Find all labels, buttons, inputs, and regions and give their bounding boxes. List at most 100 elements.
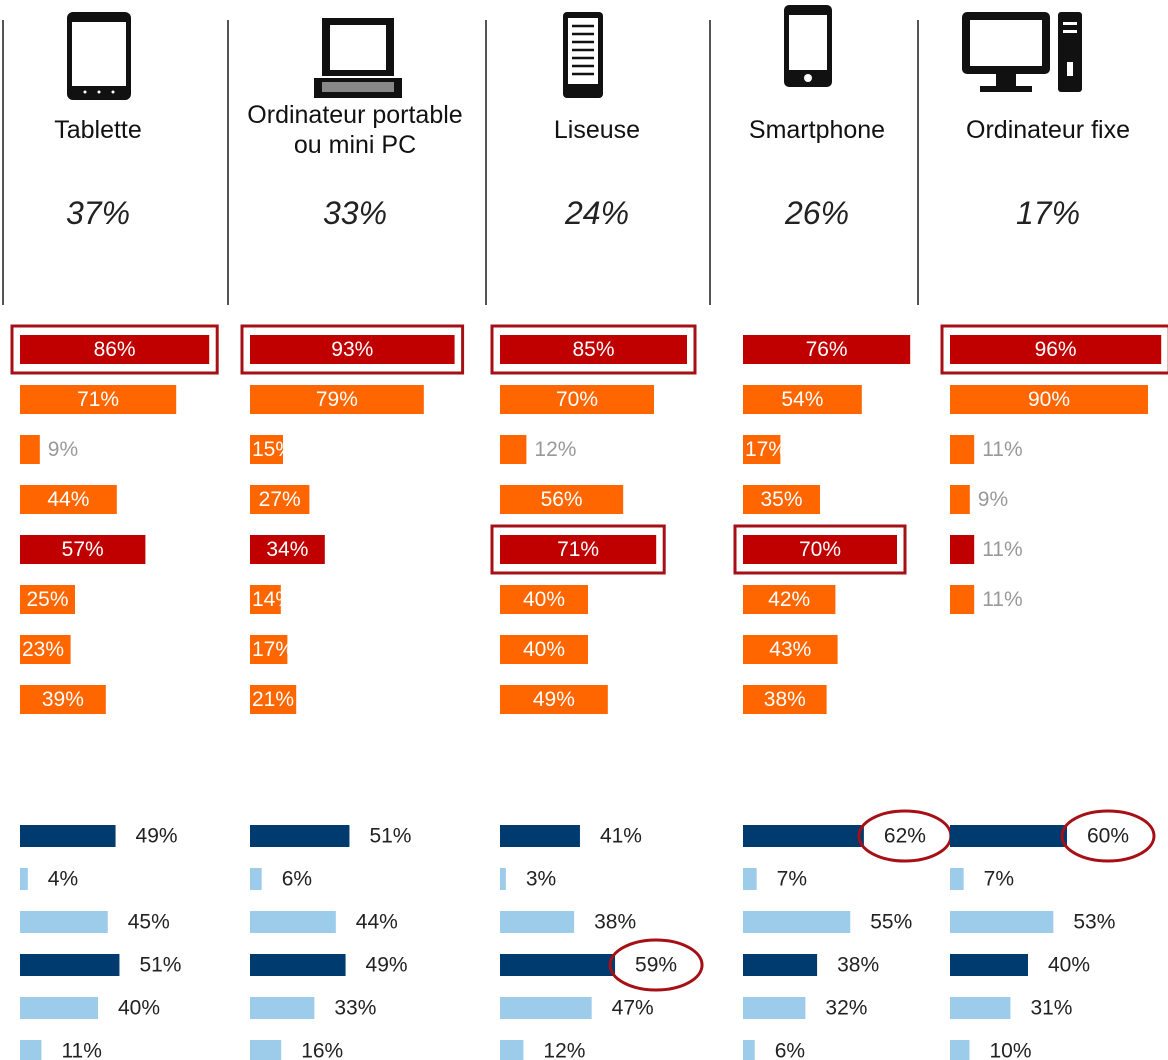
highlight-box [940, 324, 1168, 375]
value-label: 11% [982, 438, 1022, 461]
value-label: 55% [870, 911, 912, 934]
usage-bar [20, 435, 40, 464]
value-label: 56% [541, 488, 583, 511]
usage-bar [743, 1040, 755, 1060]
highlight-circle [608, 938, 704, 992]
value-label: 62% [884, 825, 926, 848]
usage-bar [743, 635, 838, 664]
icon-ereader [563, 12, 603, 98]
usage-bar [20, 635, 71, 664]
usage-bar [500, 868, 506, 890]
usage-bar [950, 825, 1067, 847]
value-label: 7% [777, 868, 807, 891]
value-label: 70% [556, 388, 598, 411]
usage-bar [250, 585, 281, 614]
value-label: 49% [136, 825, 178, 848]
device-share: 33% [322, 195, 388, 231]
usage-bar [500, 585, 588, 614]
value-label: 40% [1048, 954, 1090, 977]
highlight-circle [1060, 809, 1156, 863]
value-label: 3% [526, 868, 556, 891]
usage-bar [250, 535, 325, 564]
usage-bar [950, 1040, 970, 1060]
usage-bar [500, 485, 624, 514]
device-share: 24% [564, 195, 630, 231]
value-label: 17% [252, 638, 294, 661]
value-label: 35% [760, 488, 802, 511]
usage-bar [20, 954, 120, 976]
usage-bar [743, 485, 820, 514]
usage-bar [950, 335, 1162, 364]
usage-bar [500, 954, 616, 976]
highlight-box [490, 524, 666, 575]
usage-bar [743, 868, 757, 890]
value-label: 38% [764, 688, 806, 711]
value-label: 16% [301, 1040, 343, 1060]
usage-bar [20, 911, 108, 933]
value-label: 71% [77, 388, 119, 411]
value-label: 41% [600, 825, 642, 848]
device-label: Ordinateur fixe [966, 116, 1130, 144]
value-label: 33% [334, 997, 376, 1020]
usage-bar [250, 954, 346, 976]
value-label: 14% [252, 588, 294, 611]
usage-bar [20, 1040, 42, 1060]
usage-bar [743, 685, 827, 714]
usage-bar [950, 385, 1148, 414]
value-label: 44% [356, 911, 398, 934]
usage-bar [20, 485, 117, 514]
usage-bar [250, 868, 262, 890]
value-label: 90% [1028, 388, 1070, 411]
usage-bar [743, 535, 897, 564]
value-label: 57% [62, 538, 104, 561]
icon-smartphone [784, 5, 832, 87]
value-label: 9% [48, 438, 78, 461]
value-label: 9% [978, 488, 1008, 511]
usage-bar [950, 535, 975, 564]
value-label: 47% [612, 997, 654, 1020]
value-label: 44% [47, 488, 89, 511]
usage-bar [950, 485, 970, 514]
highlight-box [733, 524, 907, 575]
value-label: 71% [557, 538, 599, 561]
value-label: 70% [799, 538, 841, 561]
value-label: 7% [984, 868, 1014, 891]
highlight-box [10, 324, 219, 375]
icon-tablet [67, 12, 131, 100]
value-label: 11% [982, 538, 1022, 561]
value-label: 11% [982, 588, 1022, 611]
icon-desktop [962, 12, 1082, 92]
value-label: 17% [745, 438, 787, 461]
value-label: 49% [366, 954, 408, 977]
value-label: 21% [252, 688, 294, 711]
usage-bar [250, 685, 297, 714]
value-label: 38% [594, 911, 636, 934]
usage-bar [500, 435, 527, 464]
usage-bar [250, 485, 310, 514]
value-label: 45% [128, 911, 170, 934]
usage-bar [743, 385, 862, 414]
value-label: 39% [42, 688, 84, 711]
icon-laptop [314, 18, 402, 98]
usage-bar [743, 911, 851, 933]
value-label: 40% [118, 997, 160, 1020]
value-label: 85% [572, 338, 614, 361]
device-label: Ordinateur portable ou mini PC [247, 101, 463, 159]
usage-bar [250, 335, 455, 364]
device-share: 26% [784, 195, 850, 231]
value-label: 38% [837, 954, 879, 977]
value-label: 12% [534, 438, 576, 461]
dividers [2, 20, 919, 305]
usage-bar [950, 868, 964, 890]
usage-bar [20, 685, 106, 714]
usage-bar [20, 825, 116, 847]
value-label: 4% [48, 868, 78, 891]
usage-bar [250, 911, 336, 933]
usage-bar [950, 435, 975, 464]
usage-bar [950, 997, 1011, 1019]
usage-bar [950, 954, 1028, 976]
device-label: Tablette [54, 116, 142, 144]
device-label: Liseuse [553, 116, 641, 144]
value-label: 59% [635, 954, 677, 977]
usage-bar [743, 335, 911, 364]
